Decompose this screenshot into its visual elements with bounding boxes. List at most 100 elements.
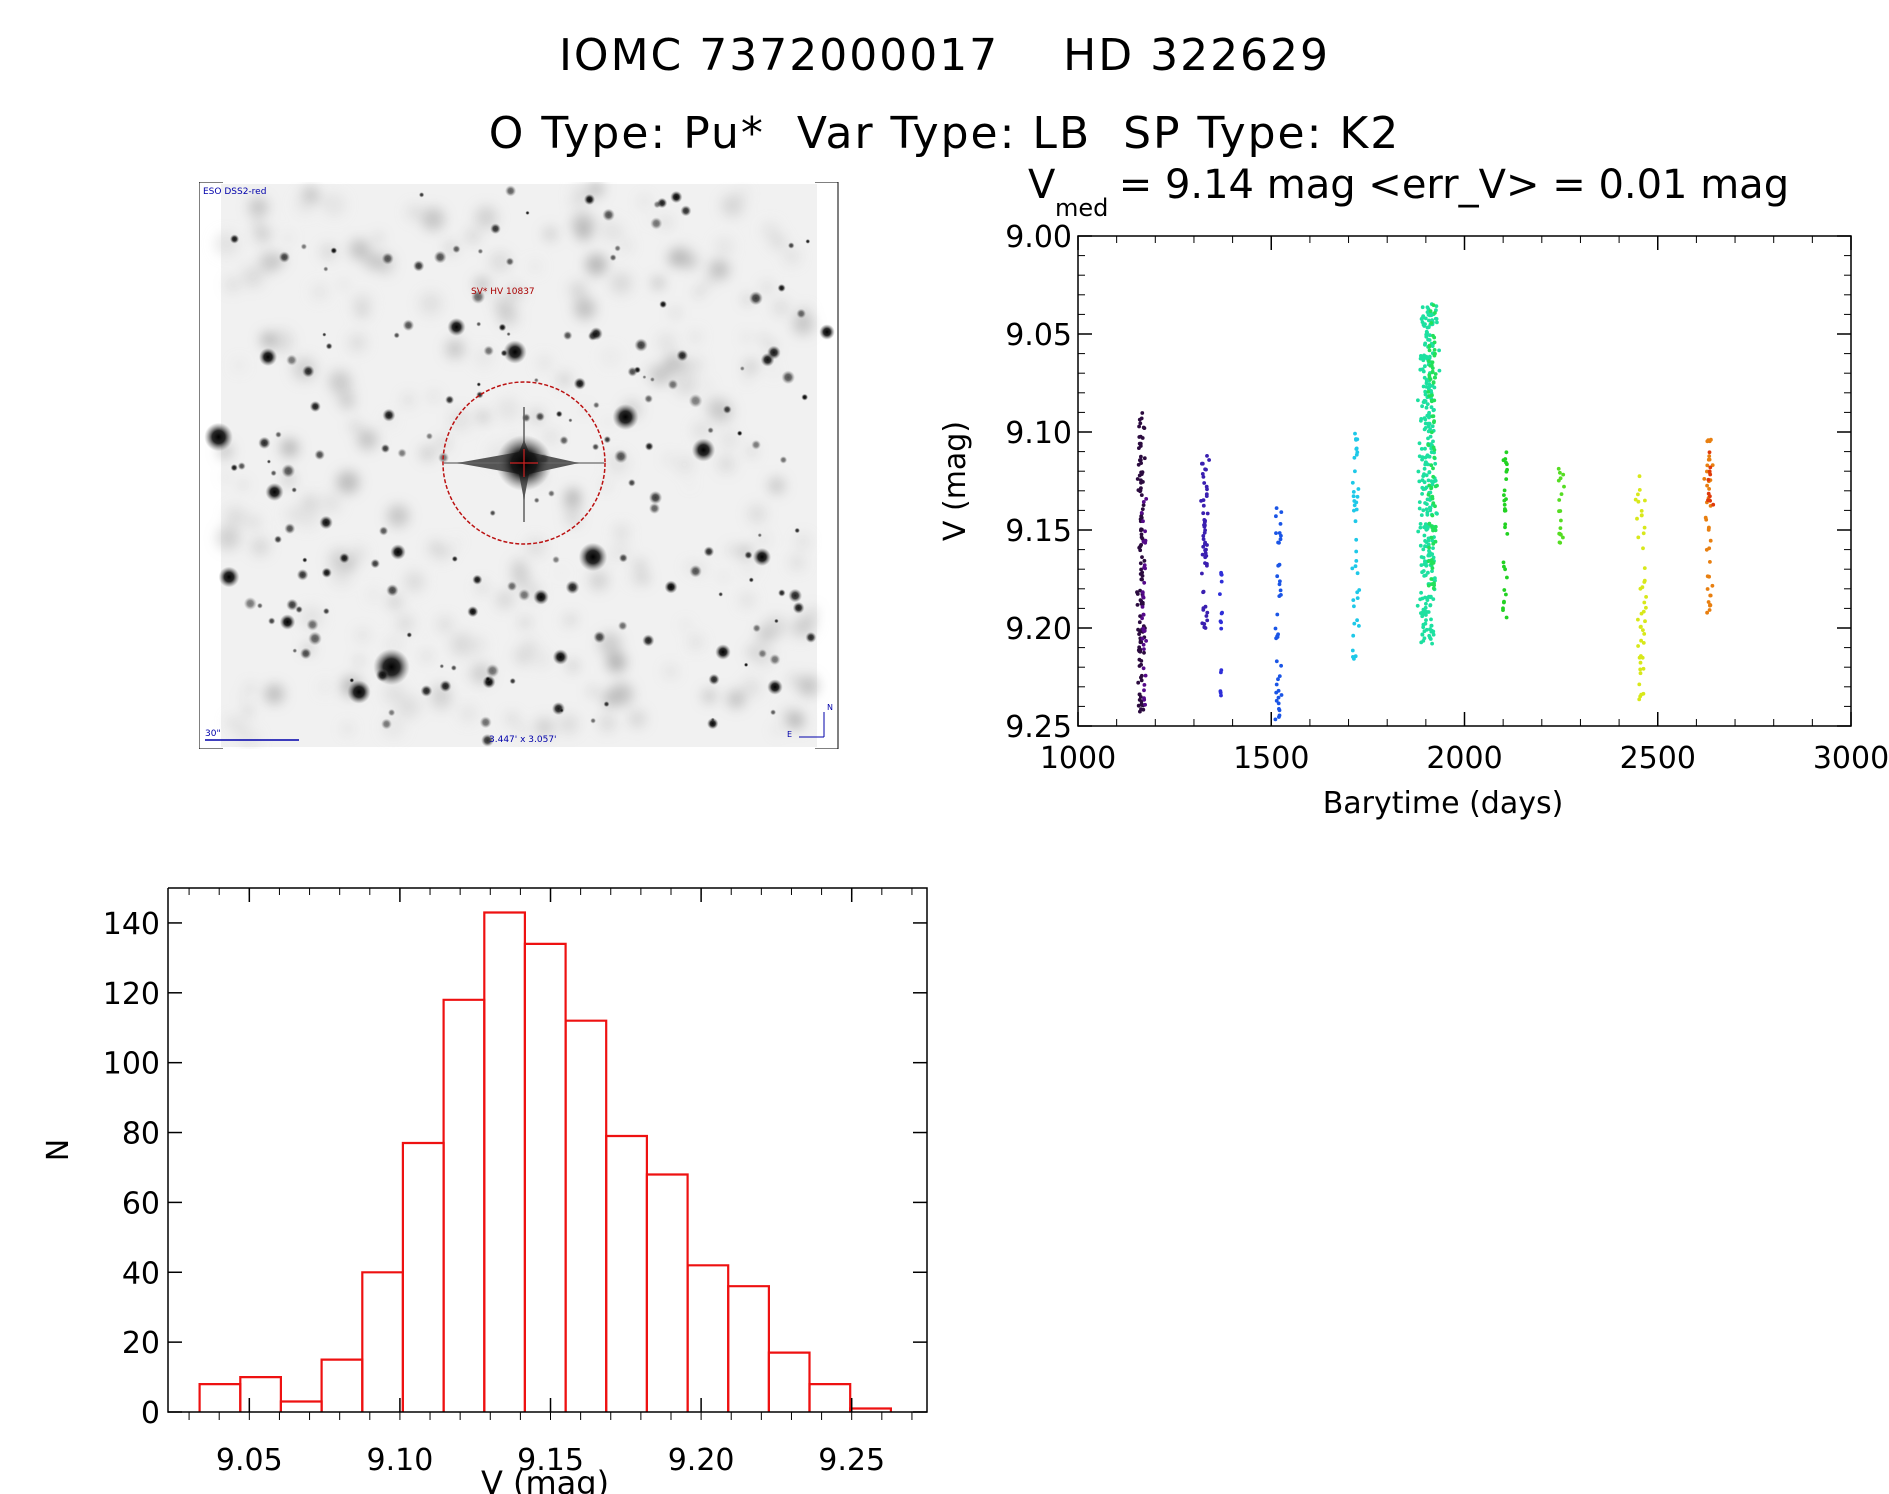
data-point	[1503, 507, 1507, 511]
data-point	[1561, 472, 1566, 477]
data-point	[1140, 605, 1145, 609]
data-point	[1425, 610, 1430, 614]
star	[752, 624, 761, 633]
noise-blob	[623, 241, 632, 251]
data-point	[1417, 441, 1422, 446]
star	[703, 546, 715, 557]
data-point	[1642, 632, 1647, 636]
data-point	[1432, 448, 1437, 452]
data-point	[1279, 663, 1283, 668]
star	[286, 598, 299, 611]
star	[801, 393, 809, 401]
data-point	[1637, 488, 1642, 492]
star	[406, 632, 413, 638]
star	[309, 400, 321, 413]
noise-blob	[567, 660, 579, 672]
noise-blob	[387, 595, 402, 610]
star	[300, 647, 312, 660]
star	[769, 653, 781, 666]
star	[506, 581, 518, 592]
noise-blob	[475, 277, 490, 292]
data-point	[1427, 470, 1432, 475]
histogram-bar	[564, 1019, 608, 1412]
data-point	[1705, 469, 1709, 474]
histogram-bar	[442, 998, 486, 1412]
noise-blob	[788, 673, 801, 686]
star	[390, 544, 406, 560]
data-point	[1561, 535, 1565, 540]
x-tick-label: 3000	[1813, 741, 1889, 776]
noise-blob	[251, 537, 270, 556]
data-point	[1427, 551, 1432, 556]
star	[680, 205, 692, 217]
data-point	[1433, 539, 1438, 544]
noise-blob	[428, 391, 439, 402]
star	[481, 733, 494, 747]
star	[715, 644, 731, 660]
star	[563, 330, 573, 341]
noise-blob	[351, 546, 366, 561]
noise-blob	[664, 665, 677, 678]
data-point	[1505, 575, 1509, 580]
data-point	[1141, 425, 1146, 430]
noise-blob	[743, 334, 750, 341]
data-point	[1425, 310, 1430, 314]
lc-title-sub: med	[1055, 194, 1108, 222]
noise-blob	[470, 636, 486, 653]
data-point	[1139, 707, 1143, 711]
data-point	[1421, 625, 1426, 630]
star	[552, 649, 569, 665]
data-point	[1425, 598, 1430, 602]
data-point	[1557, 498, 1562, 502]
data-point	[1424, 405, 1429, 410]
data-point	[1505, 532, 1510, 536]
star	[689, 564, 702, 578]
data-point	[1139, 511, 1144, 515]
y-tick-label: 60	[122, 1186, 160, 1221]
data-point	[1140, 703, 1145, 707]
data-point	[1428, 363, 1433, 368]
histogram-bar	[767, 1351, 811, 1412]
noise-blob	[356, 305, 369, 318]
noise-blob	[421, 651, 432, 661]
data-point	[1139, 659, 1144, 663]
star	[573, 377, 586, 390]
data-point	[1138, 444, 1143, 448]
star	[781, 370, 795, 385]
data-point	[1635, 516, 1639, 521]
data-point	[1707, 574, 1711, 579]
noise-blob	[688, 357, 704, 373]
data-point	[1642, 525, 1647, 530]
data-point	[1140, 636, 1145, 641]
star	[370, 558, 380, 569]
data-point	[1205, 563, 1209, 568]
noise-blob	[759, 334, 768, 343]
data-point	[1706, 526, 1711, 531]
data-point	[1201, 511, 1206, 516]
data-point	[1641, 546, 1645, 551]
data-point	[1138, 421, 1143, 426]
star	[281, 464, 296, 478]
data-point	[1641, 628, 1645, 632]
data-point	[1420, 478, 1425, 483]
data-point	[1429, 321, 1434, 325]
data-point	[1426, 583, 1431, 588]
noise-blob	[259, 252, 281, 273]
histogram-bar	[361, 1271, 404, 1412]
data-point	[1641, 666, 1646, 671]
noise-blob	[756, 626, 774, 644]
noise-blob	[633, 558, 647, 572]
data-point	[1273, 717, 1278, 722]
noise-blob	[614, 682, 625, 693]
noise-blob	[558, 714, 579, 735]
data-point	[1424, 507, 1429, 512]
star	[535, 411, 545, 422]
data-point	[1433, 372, 1438, 376]
data-point	[1277, 713, 1282, 718]
data-point	[1704, 547, 1709, 552]
data-point	[1708, 560, 1712, 564]
noise-blob	[357, 429, 378, 450]
noise-blob	[367, 589, 380, 601]
data-point	[1275, 635, 1280, 639]
noise-blob	[493, 294, 513, 314]
